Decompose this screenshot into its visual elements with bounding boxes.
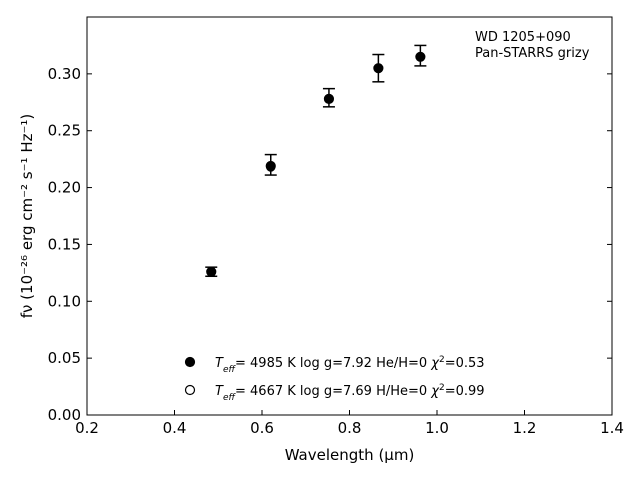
object-annotation: WD 1205+090 [475, 30, 571, 45]
x-axis-label: Wavelength (μm) [285, 446, 415, 464]
x-tick-label: 0.8 [338, 419, 362, 437]
x-tick-label: 0.2 [75, 419, 99, 437]
plot-area: 0.2 0.4 0.6 0.8 1.0 1.2 1.4 0.00 0.05 0.10 0.15 0.2… [18, 16, 624, 464]
legend-marker [184, 384, 196, 396]
x-tick-label: 1.0 [425, 419, 449, 437]
y-tick-label: 0.00 [48, 406, 81, 424]
legend-marker [184, 356, 196, 368]
data-point-filled [373, 63, 384, 74]
data-point-filled [415, 51, 426, 62]
x-tick-label: 0.6 [250, 419, 274, 437]
y-axis-label: fν (10⁻²⁶ erg cm⁻² s⁻¹ Hz⁻¹) [18, 114, 36, 319]
data-point-filled [206, 266, 217, 277]
x-tick-label: 0.4 [163, 419, 187, 437]
legend-entry: Teff= 4667 K log g=7.69 H/He=0 χ2=0.99 [215, 383, 485, 403]
data-point-filled [323, 93, 335, 104]
data-point-filled [265, 160, 276, 172]
y-tick-label: 0.20 [48, 179, 81, 197]
y-tick-label: 0.25 [48, 122, 81, 140]
x-tick-label: 1.2 [513, 419, 537, 437]
legend-entry: Teff= 4985 K log g=7.92 He/H=0 χ2=0.53 [215, 355, 485, 375]
y-tick-label: 0.15 [48, 235, 81, 253]
y-tick-label: 0.30 [48, 65, 81, 83]
object-annotation: Pan-STARRS grizy [475, 46, 590, 61]
y-tick-label: 0.10 [48, 292, 81, 310]
x-tick-label: 1.4 [600, 419, 624, 437]
y-tick-label: 0.05 [48, 349, 81, 367]
